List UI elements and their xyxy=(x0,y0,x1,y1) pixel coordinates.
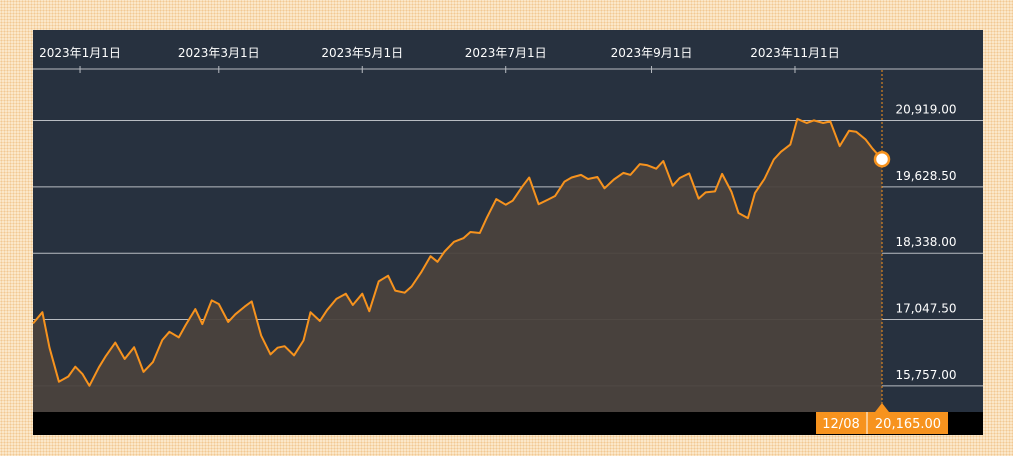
x-tick-label: 2023年7月1日 xyxy=(465,46,547,60)
last-point-marker xyxy=(873,150,891,168)
last-value-label: 20,165.00 xyxy=(875,417,941,432)
x-tick-label: 2023年11月1日 xyxy=(750,46,839,60)
y-tick-label: 15,757.00 xyxy=(895,368,956,382)
x-tick-label: 2023年5月1日 xyxy=(321,46,403,60)
value-tag xyxy=(816,412,948,434)
last-date-label: 12/08 xyxy=(822,417,859,432)
x-axis: 2023年1月1日 2023年3月1日 2023年5月1日 2023年7月1日 2023… xyxy=(33,46,983,73)
y-tick-label: 19,628.50 xyxy=(895,169,956,183)
bottom-bar xyxy=(33,412,983,435)
x-tick-label: 2023年3月1日 xyxy=(178,46,260,60)
y-tick-label: 17,047.50 xyxy=(895,302,956,316)
y-tick-label: 18,338.00 xyxy=(895,235,956,249)
area-layer xyxy=(32,117,883,413)
y-axis: 20,919.00 19,628.50 18,338.00 17,047.50 15,7… xyxy=(895,102,956,381)
series-line xyxy=(32,117,883,387)
x-tick-label: 2023年1月1日 xyxy=(39,46,121,60)
y-tick-label: 20,919.00 xyxy=(895,102,956,116)
x-tick-label: 2023年9月1日 xyxy=(611,46,693,60)
tag-pointer xyxy=(875,403,889,412)
series-area xyxy=(33,118,882,413)
crosshair-layer: 12/08 20,165.00 xyxy=(816,70,948,434)
